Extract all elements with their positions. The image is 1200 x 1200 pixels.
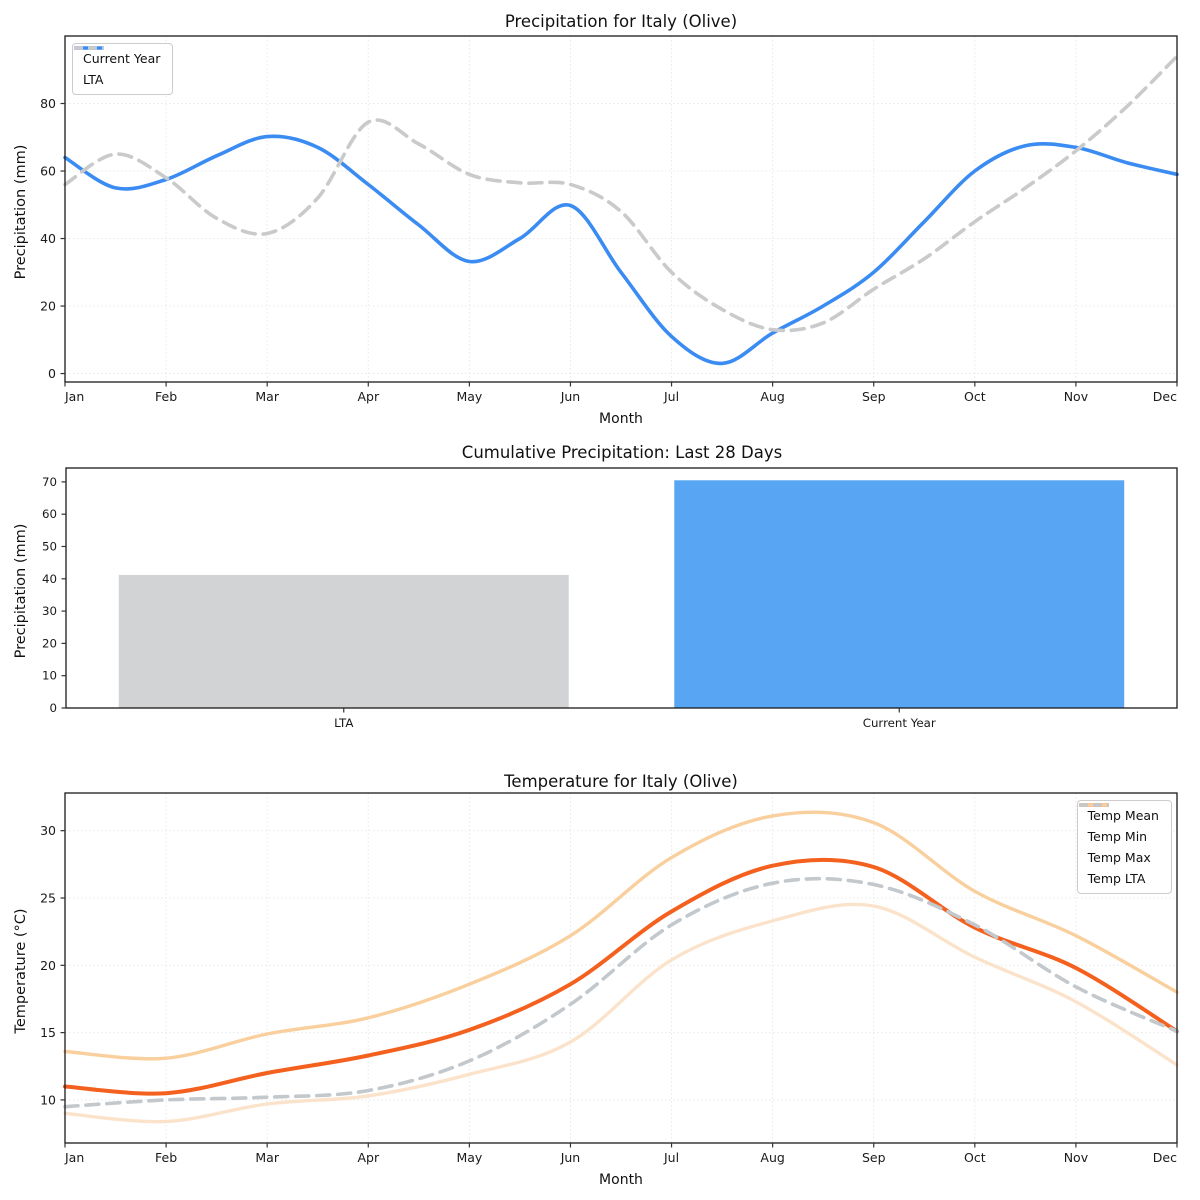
legend-entry-temp-max: Temp Max: [1078, 803, 1159, 865]
y-tick-label: 25: [40, 891, 56, 906]
y-tick-label: 30: [40, 823, 56, 838]
y-tick-label: 20: [40, 299, 56, 314]
x-tick-label: May: [456, 389, 482, 404]
x-tick-label: Oct: [964, 389, 986, 404]
series-lta: [63, 54, 1179, 333]
x-tick-label: Mar: [255, 1150, 279, 1165]
legend-label: Temp Max: [1087, 850, 1151, 865]
temperature-chart-figure: Temperature for Italy (Olive) Temperatur…: [0, 760, 1200, 1200]
series-temp-mean: [63, 857, 1179, 1096]
cumulative-precip-figure: Cumulative Precipitation: Last 28 Days P…: [0, 440, 1200, 760]
x-tick-label: Apr: [357, 389, 379, 404]
x-tick-label: Nov: [1064, 389, 1089, 404]
x-tick-label: Nov: [1064, 1150, 1089, 1165]
y-tick-label: 10: [40, 1092, 56, 1107]
x-tick-label: Aug: [760, 389, 784, 404]
y-tick-label: 20: [42, 636, 57, 650]
legend-line-swatch: [1078, 803, 1109, 807]
x-tick-label: Feb: [155, 1150, 177, 1165]
x-tick-label: Mar: [255, 389, 279, 404]
x-tick-label: Feb: [155, 389, 177, 404]
y-tick-label: 15: [40, 1025, 56, 1040]
legend-label: Temp LTA: [1087, 871, 1146, 886]
legend-label: Current Year: [83, 51, 161, 66]
cumulative-chart-title: Cumulative Precipitation: Last 28 Days: [461, 443, 783, 462]
plot-border: [64, 35, 1178, 383]
series-temp-max: [63, 810, 1179, 1061]
legend-entry-temp-mean: Temp Mean: [1078, 803, 1159, 823]
y-tick-label: 20: [40, 958, 56, 973]
precipitation-chart-figure: Precipitation for Italy (Olive) Precipit…: [0, 0, 1200, 440]
x-tick-label: Sep: [862, 389, 886, 404]
series-temp-lta: [63, 876, 1179, 1109]
cumulative-precip-bar-chart: LTA Current Year 0 10 20 30 40 50 60 70: [42, 467, 1178, 730]
precip-chart-title: Precipitation for Italy (Olive): [504, 12, 738, 31]
series-temp-min: [63, 902, 1179, 1124]
y-tick-label: 30: [42, 604, 57, 618]
temp-chart-xlabel: Month: [599, 1172, 643, 1188]
precipitation-line-chart: Jan Feb Mar Apr May Jun Jul Aug Sep Oct Nov Dec 0 20 4…: [40, 35, 1179, 404]
x-tick-label: Jul: [663, 1150, 679, 1165]
legend-label: Temp Mean: [1087, 808, 1159, 823]
bar-category-label: LTA: [334, 716, 353, 730]
x-tick-label: Jun: [560, 389, 581, 404]
y-tick-label: 50: [42, 539, 57, 553]
legend-label: LTA: [83, 72, 104, 87]
x-tick-label: Aug: [760, 1150, 784, 1165]
bar-current-year: [674, 480, 1125, 708]
plot-border: [64, 792, 1178, 1144]
x-tick-label: Jan: [64, 1150, 84, 1165]
x-tick-label: Apr: [357, 1150, 379, 1165]
legend-entry-temp-min: Temp Min: [1078, 803, 1159, 844]
x-tick-label: Jul: [663, 389, 679, 404]
x-tick-label: Oct: [964, 1150, 986, 1165]
y-tick-label: 40: [40, 231, 56, 246]
y-tick-label: 60: [42, 507, 57, 521]
bar-category-label: Current Year: [863, 716, 936, 730]
temperature-line-chart: Jan Feb Mar Apr May Jun Jul Aug Sep Oct Nov Dec 10 15…: [40, 792, 1179, 1165]
bar-lta: [118, 574, 569, 708]
plot-border: [65, 467, 1178, 709]
x-tick-label: Jan: [64, 389, 84, 404]
x-tick-label: May: [456, 1150, 482, 1165]
y-tick-label: 80: [40, 96, 56, 111]
legend-entry-temp-lta: Temp LTA: [1078, 803, 1159, 886]
y-tick-label: 60: [40, 164, 56, 179]
series-current-year: [63, 134, 1179, 366]
y-tick-label: 0: [49, 701, 57, 715]
legend-entry-lta: LTA: [74, 46, 160, 87]
y-tick-label: 70: [42, 475, 57, 489]
temp-chart-legend: Temp Mean Temp Min Temp Max Temp LTA: [1076, 800, 1172, 894]
y-tick-label: 40: [42, 572, 57, 586]
legend-line-swatch: [74, 46, 104, 50]
y-tick-label: 10: [42, 669, 57, 683]
legend-entry-current-year: Current Year: [74, 46, 161, 66]
legend-label: Temp Min: [1087, 829, 1148, 844]
precip-chart-legend: Current Year LTA: [72, 43, 174, 95]
x-tick-label: Dec: [1153, 389, 1177, 404]
precip-chart-xlabel: Month: [599, 411, 643, 427]
temp-chart-title: Temperature for Italy (Olive): [504, 772, 738, 791]
y-tick-label: 0: [48, 366, 56, 381]
x-tick-label: Dec: [1153, 1150, 1177, 1165]
x-tick-label: Jun: [560, 1150, 581, 1165]
x-tick-label: Sep: [862, 1150, 886, 1165]
